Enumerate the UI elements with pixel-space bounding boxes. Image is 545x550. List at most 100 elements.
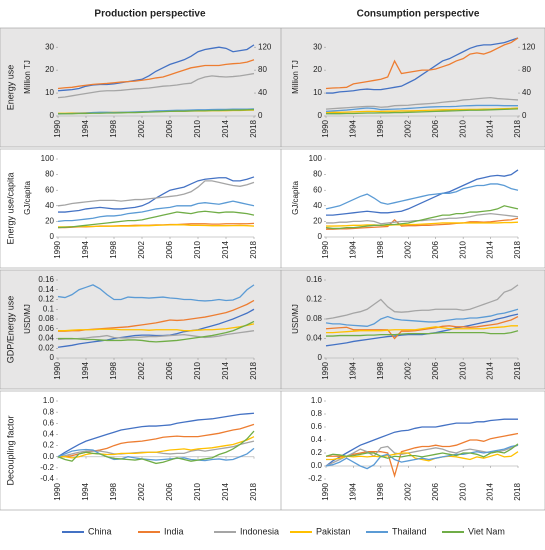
x-tick-label: 1990 [321, 361, 330, 379]
x-tick-label: 1998 [109, 240, 118, 258]
y-tick-label: 60 [45, 185, 54, 194]
legend-label: India [164, 526, 184, 536]
x-tick-label: 2010 [458, 119, 467, 137]
y2-tick-label: 120 [522, 42, 536, 51]
row-label: Energy use/capita [5, 172, 15, 244]
x-tick-label: 2018 [249, 361, 258, 379]
x-tick-label: 2014 [486, 482, 495, 500]
series-line [325, 313, 519, 347]
x-tick-label: 2010 [193, 240, 202, 258]
series-line [57, 330, 255, 341]
y-tick-label: 40 [45, 201, 54, 210]
x-tick-label: 1998 [109, 361, 118, 379]
y2-tick-label: 120 [258, 42, 272, 51]
legend-label: Thailand [392, 526, 427, 536]
legend-label: Viet Nam [468, 526, 505, 536]
x-tick-label: 2006 [431, 361, 440, 379]
x-tick-label: 2014 [486, 240, 495, 258]
series-line [325, 444, 519, 470]
y-tick-label: 0 [318, 353, 323, 362]
series-line [326, 37, 519, 94]
series-line [325, 205, 519, 230]
y-tick-label: 0.12 [38, 295, 54, 304]
series-line [58, 323, 255, 332]
x-tick-label: 2006 [431, 240, 440, 258]
x-tick-label: 1994 [349, 240, 358, 258]
x-tick-label: 1990 [53, 240, 62, 258]
series-line [325, 308, 519, 327]
y-tick-label: 0.08 [306, 314, 322, 323]
y2-tick-label: 80 [258, 65, 267, 74]
column-title: Production perspective [94, 9, 206, 20]
x-tick-label: 2018 [513, 361, 522, 379]
series-line [325, 315, 519, 340]
x-tick-label: 1994 [81, 119, 90, 137]
series-line [57, 200, 255, 223]
x-tick-label: 2010 [458, 240, 467, 258]
x-tick-label: 2010 [458, 361, 467, 379]
y-tick-label: 0.16 [38, 275, 54, 284]
series-line [325, 96, 519, 110]
y-tick-label: 0.14 [38, 285, 54, 294]
series-line [326, 221, 519, 227]
y-tick-label: 0.6 [43, 418, 55, 427]
y2-tick-label: 0 [258, 111, 263, 120]
x-tick-label: 2006 [431, 482, 440, 500]
y-tick-label: 80 [45, 170, 54, 179]
x-tick-label: 1994 [81, 482, 90, 500]
y-tick-label: 20 [313, 217, 322, 226]
series-line [57, 59, 255, 90]
y-axis-title: Million TJ [23, 60, 32, 94]
x-tick-label: 1998 [109, 482, 118, 500]
series-line [57, 284, 255, 302]
x-tick-label: 1990 [53, 482, 62, 500]
y-axis-title: USD/MJ [23, 304, 32, 334]
y-tick-label: -0.4 [40, 474, 54, 483]
series-line [57, 72, 255, 99]
x-tick-label: 2002 [403, 240, 412, 258]
x-tick-label: 2018 [513, 119, 522, 137]
y-tick-label: 0.1 [43, 304, 55, 313]
y-tick-label: 0.16 [306, 275, 322, 284]
x-tick-label: 2010 [193, 119, 202, 137]
series-line [326, 212, 519, 225]
x-tick-label: 2006 [165, 361, 174, 379]
x-tick-label: 1994 [81, 361, 90, 379]
x-tick-label: 1998 [109, 119, 118, 137]
y2-tick-label: 0 [522, 111, 527, 120]
y-tick-label: 0.4 [43, 430, 55, 439]
x-tick-label: 1990 [321, 240, 330, 258]
series-line [326, 217, 519, 230]
y-tick-label: 0.8 [43, 407, 55, 416]
x-tick-label: 1990 [53, 119, 62, 137]
y-tick-label: 10 [313, 88, 322, 97]
x-tick-label: 2010 [193, 361, 202, 379]
y-axis-title: USD/MJ [291, 304, 300, 334]
y2-tick-label: 40 [258, 88, 267, 97]
x-tick-label: 2014 [221, 240, 230, 258]
series-line [326, 432, 519, 479]
y-tick-label: -0.2 [40, 463, 54, 472]
x-tick-label: 1998 [376, 361, 385, 379]
x-tick-label: 2006 [431, 119, 440, 137]
y-tick-label: 0.02 [38, 343, 54, 352]
series-line [326, 451, 519, 462]
series-line [325, 104, 518, 113]
y-tick-label: 0 [318, 111, 323, 120]
series-line [325, 107, 519, 114]
x-tick-label: 2018 [513, 482, 522, 500]
series-line [58, 436, 255, 459]
row-panel [0, 148, 545, 269]
column-title: Consumption perspective [357, 9, 480, 20]
x-tick-label: 1998 [376, 240, 385, 258]
y2-tick-label: 80 [522, 65, 531, 74]
y-tick-label: 40 [313, 201, 322, 210]
y-tick-label: 0.0 [311, 461, 323, 470]
x-tick-label: 2002 [137, 240, 146, 258]
y-axis-title: Million TJ [291, 60, 300, 94]
y-tick-label: 10 [45, 88, 54, 97]
y-tick-label: 0.4 [311, 435, 323, 444]
x-tick-label: 1990 [321, 482, 330, 500]
x-tick-label: 2006 [165, 119, 174, 137]
x-tick-label: 1994 [81, 240, 90, 258]
